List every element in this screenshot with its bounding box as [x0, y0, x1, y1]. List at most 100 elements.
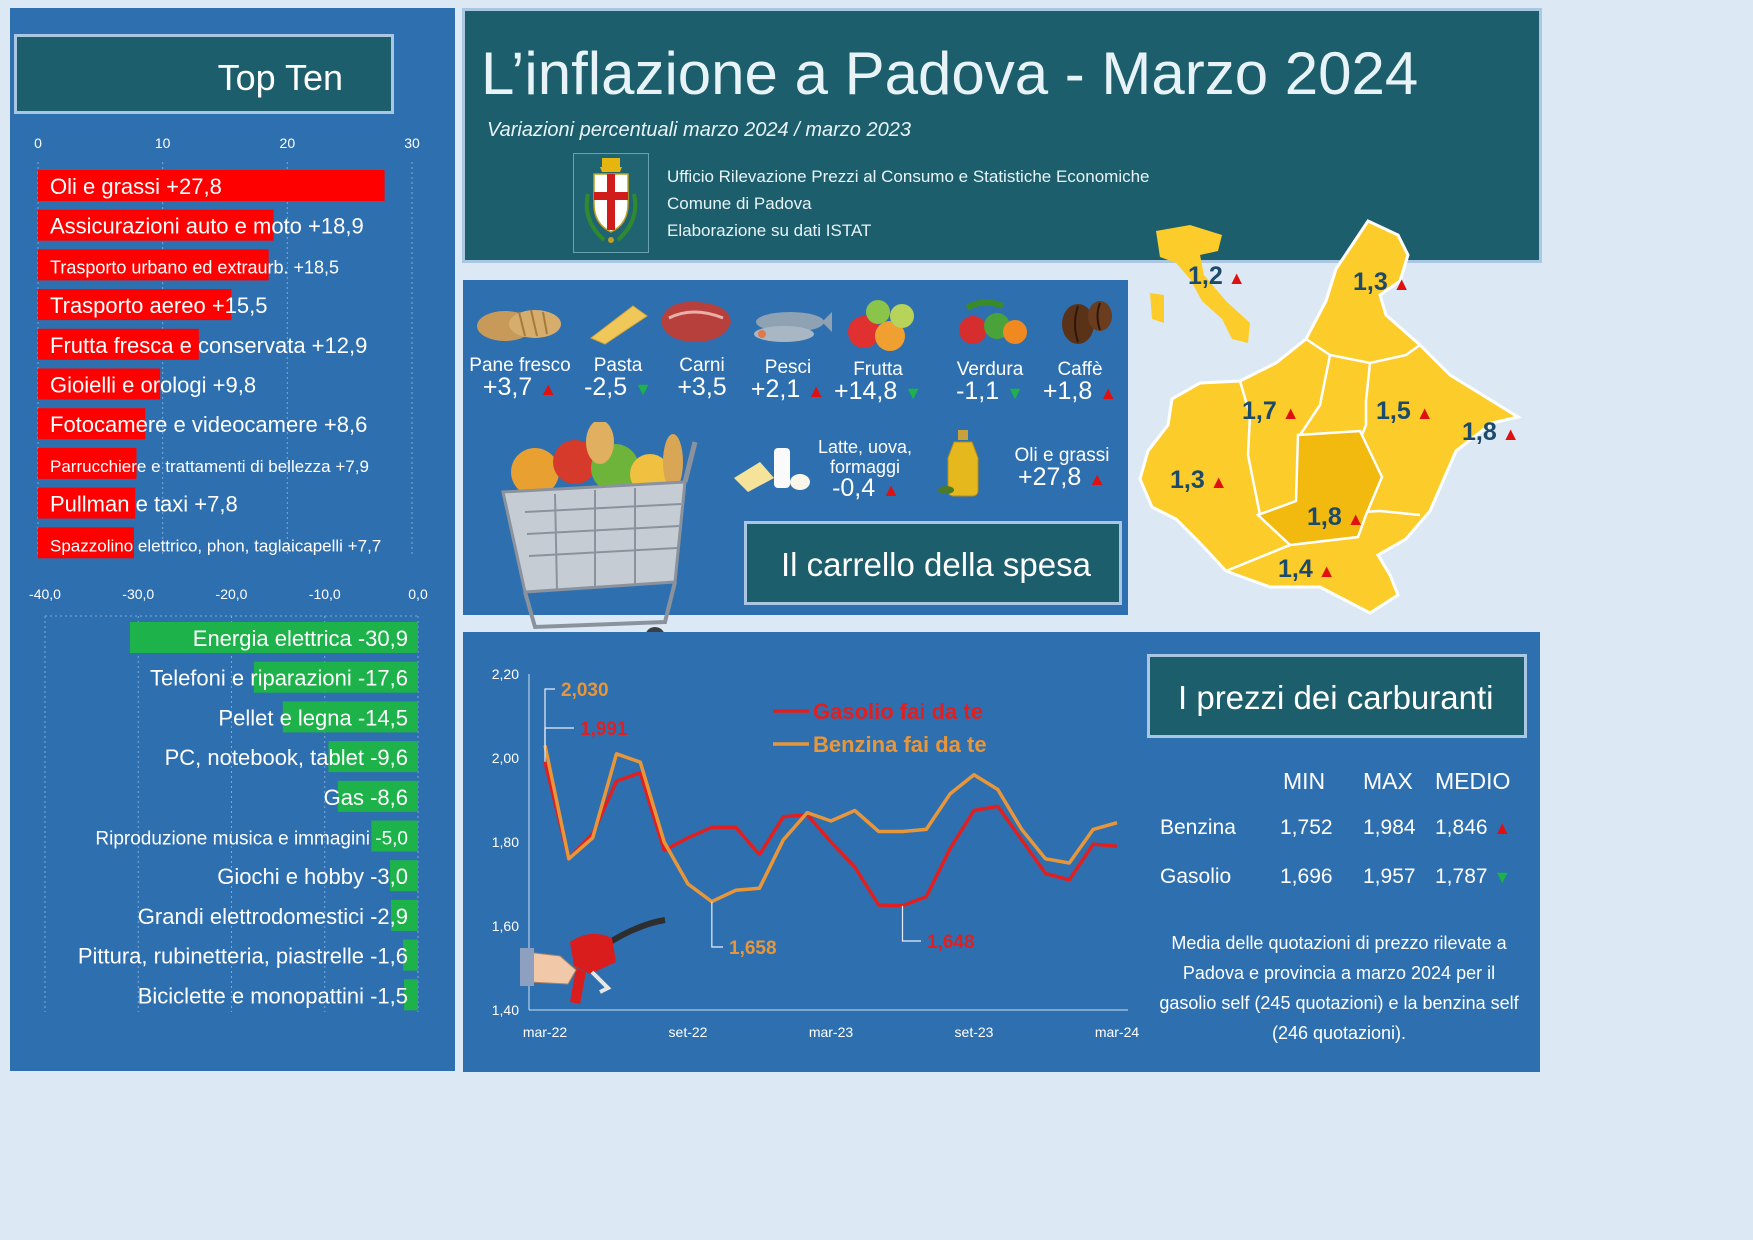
cart-item-label-pasta: Pasta — [593, 355, 643, 376]
up-triangle-icon: ▲ — [1204, 472, 1228, 492]
map-value-belluno: 1,3 ▲ — [1353, 268, 1411, 296]
cart-title: Il carrello della spesa — [781, 546, 1091, 583]
bread-icon — [477, 309, 561, 341]
cart-item-label-verdura: Verdura — [956, 359, 1024, 380]
bar — [38, 527, 134, 559]
fuel-row-gasolio-min: 1,696 — [1280, 865, 1333, 888]
cart-item-value-verdura: -1,1 ▼ — [956, 377, 1024, 405]
oil-bottle-icon — [938, 430, 979, 497]
y-tick-label: 1,40 — [492, 1002, 519, 1018]
cart-item-value-pesci: +2,1 ▲ — [750, 375, 826, 403]
annotation-label: 1,648 — [927, 932, 975, 953]
x-tick-label: -10,0 — [309, 586, 341, 602]
veneto-map — [1138, 219, 1522, 615]
up-triangle-icon: ▲ — [1222, 268, 1246, 288]
up-triangle-icon: ▲ — [539, 379, 558, 399]
top-ten-increase-chart: 0 10 20 30 Oli e grassi +27,8 Assicurazioni a… — [34, 135, 420, 559]
shopping-cart-icon — [501, 422, 698, 664]
bar — [38, 289, 232, 321]
fish-icon — [754, 312, 832, 342]
cart-item-label-oli: Oli e grassi — [1014, 445, 1110, 466]
x-tick-label: mar-22 — [523, 1024, 568, 1040]
fuel-row-gasolio-avg: 1,787 ▼ — [1435, 865, 1512, 888]
bar — [390, 860, 418, 892]
bar — [371, 820, 418, 852]
x-tick-label: mar-23 — [809, 1024, 854, 1040]
bar-label: Grandi elettrodomestici -2,9 — [138, 904, 408, 929]
x-tick-label: 20 — [280, 135, 296, 151]
up-triangle-icon: ▲ — [1496, 424, 1520, 444]
padova-coat-of-arms-icon — [584, 158, 638, 243]
x-tick-label: 0,0 — [408, 586, 428, 602]
cart-item-label-latte: Latte, uova, formaggi — [817, 437, 913, 477]
legend-label: Benzina fai da te — [813, 732, 987, 757]
map-value-vicenza: 1,7 ▲ — [1242, 397, 1300, 425]
x-tick-label: -40,0 — [29, 586, 61, 602]
bar-label: Assicurazioni auto e moto +18,9 — [50, 214, 364, 239]
bar-label: Parrucchiere e trattamenti di bellezza +… — [50, 457, 369, 476]
cart-item-label-caffe: Caffè — [1057, 359, 1103, 380]
map-value-rovigo: 1,4 ▲ — [1278, 555, 1336, 583]
gasolio-line — [543, 761, 1118, 908]
cart-item-value-frutta: +14,8 ▼ — [833, 377, 923, 405]
top-ten-title: Top Ten — [217, 57, 343, 98]
bar-label: Pittura, rubinetteria, piastrelle -1,6 — [78, 944, 408, 969]
annotation-leader — [544, 688, 555, 746]
coffee-beans-icon — [1062, 301, 1112, 344]
italy-inset-map — [1150, 225, 1250, 343]
x-tick-label: -20,0 — [216, 586, 248, 602]
bar — [38, 487, 136, 519]
x-tick-label: mar-24 — [1095, 1024, 1140, 1040]
cart-item-value-latte: -0,4 ▲ — [832, 474, 900, 502]
up-triangle-icon: ▲ — [1276, 403, 1300, 423]
fuel-row-benzina-avg: 1,846 ▲ — [1435, 816, 1512, 839]
fuel-row-benzina-name: Benzina — [1160, 816, 1236, 839]
bar — [253, 661, 418, 693]
vegetables-icon — [959, 299, 1027, 344]
bar — [328, 741, 418, 773]
bar — [404, 979, 418, 1011]
bar-label: Trasporto urbano ed extraurb. +18,5 — [50, 257, 339, 277]
annotation-leader — [544, 727, 574, 762]
office-line-3: Elaborazione su dati ISTAT — [667, 221, 872, 240]
bar-label: Gas -8,6 — [324, 785, 408, 810]
fuel-col-max: MAX — [1363, 768, 1413, 794]
bar-label: Telefoni e riparazioni -17,6 — [150, 666, 408, 691]
map-value-italy: 1,2 ▲ — [1188, 262, 1246, 290]
up-triangle-icon: ▲ — [1387, 274, 1411, 294]
bar-label: PC, notebook, tablet -9,6 — [165, 745, 408, 770]
province-borders — [1225, 337, 1421, 573]
header-box: L’inflazione a Padova - Marzo 2024 Varia… — [462, 8, 1542, 263]
down-triangle-icon: ▼ — [1006, 383, 1024, 403]
office-line-1: Ufficio Rilevazione Prezzi al Consumo e … — [667, 167, 1150, 186]
y-tick-label: 1,80 — [492, 834, 519, 850]
bar-label: Giochi e hobby -3,0 — [217, 864, 408, 889]
map-value-padova: 1,8 ▲ — [1307, 503, 1365, 531]
fuel-row-gasolio-max: 1,957 — [1363, 865, 1416, 888]
down-triangle-icon: ▼ — [634, 379, 652, 399]
map-value-verona: 1,3 ▲ — [1170, 466, 1228, 494]
map-value-venezia: 1,8 ▲ — [1462, 418, 1520, 446]
up-triangle-icon: ▲ — [1088, 469, 1107, 489]
bar-label: Frutta fresca e conservata +12,9 — [50, 333, 367, 358]
pasta-icon — [590, 305, 648, 345]
fuel-title: I prezzi dei carburanti — [1178, 679, 1494, 716]
bar-label: Oli e grassi +27,8 — [50, 174, 222, 199]
x-tick-label: 10 — [155, 135, 171, 151]
page-title: L’inflazione a Padova - Marzo 2024 — [481, 40, 1419, 107]
x-tick-label: set-22 — [669, 1024, 708, 1040]
y-tick-label: 2,20 — [492, 666, 519, 682]
annotation-label: 2,030 — [561, 680, 609, 701]
bar — [38, 249, 269, 281]
x-tick-label: 0 — [34, 135, 42, 151]
top-ten-decrease-chart: -40,0 -30,0 -20,0 -10,0 0,0 Energia elettrica… — [29, 586, 428, 1012]
fuel-pump-nozzle-icon — [520, 917, 666, 1004]
bar — [38, 328, 199, 360]
annotation-leader — [711, 901, 723, 948]
bar-label: Biciclette e monopattini -1,5 — [138, 983, 408, 1008]
annotation-leader — [901, 905, 921, 942]
fuel-price-line-chart: 1,40 1,60 1,80 2,00 2,20 mar-22 set-22 mar-23 se… — [492, 666, 1140, 1040]
dairy-icon — [734, 448, 810, 492]
up-triangle-icon: ▲ — [1099, 383, 1118, 403]
bar — [282, 701, 418, 733]
